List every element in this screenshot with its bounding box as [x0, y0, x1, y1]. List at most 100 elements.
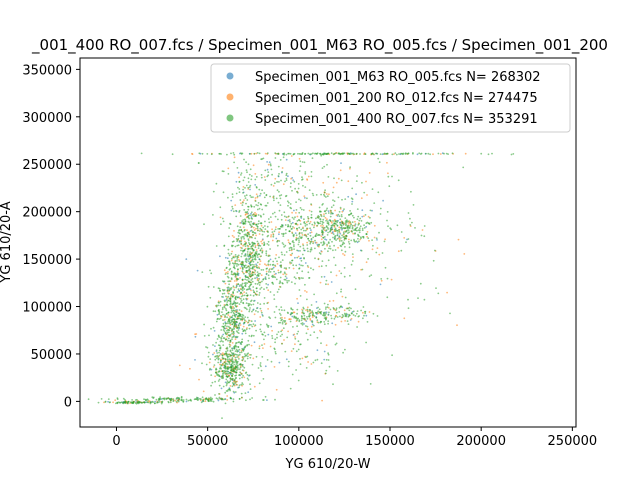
- data-point: [262, 333, 264, 336]
- data-point: [320, 210, 322, 213]
- data-point: [340, 237, 342, 239]
- data-point: [152, 401, 155, 403]
- data-point: [323, 275, 326, 278]
- data-point: [272, 195, 275, 198]
- data-point: [321, 233, 324, 236]
- data-point: [296, 272, 299, 274]
- data-point: [277, 153, 280, 156]
- data-point: [246, 373, 249, 376]
- data-point: [232, 398, 235, 400]
- data-point: [227, 252, 230, 255]
- legend-entry: Specimen_001_M63 RO_005.fcs N= 268302: [255, 70, 541, 85]
- data-point: [243, 209, 246, 211]
- data-point: [227, 271, 229, 273]
- data-point: [343, 235, 346, 238]
- data-point: [259, 362, 262, 364]
- data-point: [241, 289, 244, 292]
- data-point: [232, 273, 234, 276]
- data-point: [354, 220, 356, 223]
- data-point: [250, 229, 253, 232]
- data-point: [147, 401, 150, 404]
- data-point: [234, 275, 237, 278]
- data-point: [242, 236, 245, 238]
- data-point: [334, 209, 336, 212]
- data-point: [340, 215, 343, 218]
- data-point: [265, 254, 268, 257]
- data-point: [390, 278, 393, 281]
- data-point: [243, 288, 246, 290]
- data-point: [256, 225, 259, 228]
- data-point: [237, 283, 240, 286]
- data-point: [303, 314, 306, 317]
- data-point: [221, 325, 224, 328]
- data-point: [226, 153, 228, 156]
- data-point: [240, 284, 243, 286]
- data-point: [257, 242, 260, 245]
- data-point: [219, 216, 222, 219]
- data-point: [257, 204, 259, 207]
- data-point: [288, 318, 291, 320]
- data-point: [222, 220, 225, 223]
- data-point: [270, 325, 273, 328]
- data-point: [297, 379, 300, 382]
- data-point: [247, 255, 249, 257]
- data-point: [225, 384, 228, 387]
- data-point: [227, 280, 230, 283]
- data-point: [246, 210, 249, 213]
- data-point: [400, 231, 403, 233]
- data-point: [283, 215, 286, 218]
- data-point: [210, 400, 213, 402]
- data-point: [368, 275, 371, 278]
- data-point: [261, 230, 264, 233]
- data-point: [268, 269, 271, 271]
- data-point: [330, 271, 332, 274]
- data-point: [311, 223, 314, 226]
- data-point: [260, 215, 262, 218]
- data-point: [243, 199, 245, 202]
- data-point: [315, 316, 318, 319]
- data-point: [285, 216, 288, 219]
- data-point: [326, 243, 328, 246]
- data-point: [226, 329, 228, 332]
- data-point: [344, 217, 347, 220]
- data-point: [260, 203, 263, 206]
- data-point: [246, 294, 248, 297]
- data-point: [256, 267, 259, 269]
- data-point: [314, 247, 316, 250]
- data-point: [332, 233, 335, 236]
- data-point: [241, 230, 244, 233]
- data-point: [253, 205, 256, 208]
- data-point: [236, 296, 239, 299]
- data-point: [228, 283, 231, 286]
- data-point: [316, 152, 319, 155]
- data-point: [230, 259, 233, 262]
- data-point: [288, 247, 291, 250]
- data-point: [289, 318, 292, 321]
- data-point: [325, 212, 327, 215]
- data-point: [289, 313, 292, 316]
- data-point: [295, 239, 298, 242]
- data-point: [280, 194, 283, 196]
- data-point: [237, 324, 240, 326]
- data-point: [221, 170, 224, 173]
- data-point: [349, 274, 351, 277]
- data-point: [299, 223, 302, 226]
- data-point: [87, 398, 90, 401]
- data-point: [273, 182, 276, 185]
- data-point: [247, 260, 250, 262]
- data-point: [241, 294, 244, 297]
- data-point: [294, 222, 297, 225]
- data-point: [237, 237, 240, 240]
- data-point: [233, 353, 236, 356]
- data-point: [258, 294, 261, 296]
- data-point: [375, 152, 377, 155]
- data-point: [355, 193, 357, 196]
- data-point: [237, 254, 240, 257]
- data-point: [299, 295, 302, 297]
- data-point: [220, 367, 223, 370]
- data-point: [250, 252, 253, 255]
- data-point: [240, 373, 243, 375]
- data-point: [273, 211, 276, 214]
- data-point: [233, 307, 235, 309]
- data-point: [134, 399, 137, 401]
